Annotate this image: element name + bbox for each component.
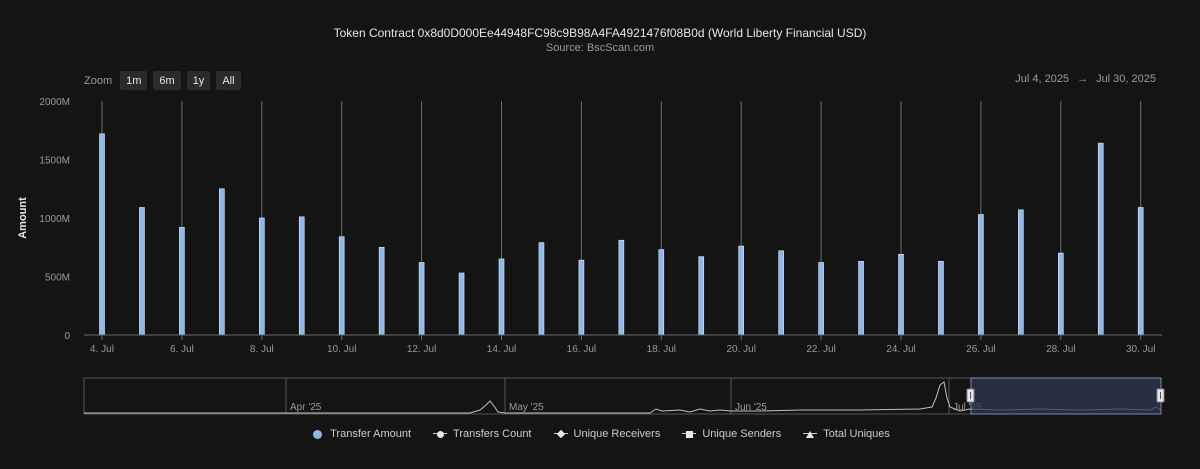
bar[interactable] [578,259,585,336]
legend-label: Unique Senders [702,428,782,440]
navigator-label-may: May '25 [509,402,544,413]
navigator-selected-range[interactable] [970,377,1162,415]
x-tick-label: 20. Jul [726,344,755,355]
x-tick-label: 28. Jul [1046,344,1075,355]
legend-item-unique-senders[interactable]: Unique Senders [682,428,781,440]
x-tick-label: 14. Jul [487,344,516,355]
zoom-bar: Zoom 1m 6m 1y All [84,71,241,90]
line-triangle-marker-icon [803,429,818,439]
navigator-label-jun: Jun '25 [735,402,767,413]
x-tick-label: 24. Jul [886,344,915,355]
legend: Transfer Amount Transfers Count Unique R… [0,428,1200,440]
bar[interactable] [1137,207,1144,336]
bar[interactable] [1058,252,1064,336]
bar[interactable] [978,214,984,336]
y-tick-label: 1000M [39,214,70,225]
legend-label: Transfers Count [453,428,532,440]
bar[interactable] [338,236,345,336]
legend-label: Transfer Amount [330,428,412,440]
x-tick-label: 6. Jul [170,344,194,355]
legend-label: Total Uniques [823,428,890,440]
bar[interactable] [179,227,185,336]
range-from[interactable]: Jul 4, 2025 [1015,73,1070,85]
bar[interactable] [139,207,145,336]
circle-marker-icon [310,429,324,439]
zoom-1y-button[interactable]: 1y [186,71,211,90]
x-tick-label: 10. Jul [327,344,356,355]
legend-label: Unique Receivers [573,428,661,440]
bar[interactable] [618,239,625,336]
x-tick-label: 26. Jul [966,344,995,355]
chart-title: Token Contract 0x8d0D000Ee44948FC98c9B98… [333,26,867,40]
bar[interactable] [458,272,465,336]
bar[interactable] [538,242,545,336]
y-axis-title: Amount [17,197,29,239]
bar[interactable] [738,245,745,336]
x-tick-label: 12. Jul [407,344,436,355]
x-axis-ticks: 4. Jul 6. Jul 8. Jul 10. Jul 12. Jul 14. Jul 1… [90,335,1155,355]
x-tick-label: 4. Jul [90,344,114,355]
bar[interactable] [418,262,425,336]
bar[interactable] [698,256,705,336]
x-tick-label: 16. Jul [567,344,596,355]
bar[interactable] [858,260,864,336]
y-tick-label: 1500M [39,156,70,167]
date-range-display: Jul 4, 2025 → Jul 30, 2025 [1015,73,1156,85]
range-arrow: → [1077,73,1089,85]
y-tick-label: 2000M [39,97,70,108]
line-diamond-marker-icon [553,429,568,439]
zoom-6m-button[interactable]: 6m [153,71,181,90]
zoom-1m-button[interactable]: 1m [120,71,148,90]
bar[interactable] [818,262,824,336]
x-tick-label: 18. Jul [647,344,676,355]
y-axis-ticks: 0 500M 1000M 1500M 2000M [39,97,70,342]
y-tick-label: 500M [45,273,70,284]
zoom-label: Zoom [84,74,113,87]
navigator[interactable]: Apr '25 May '25 Jun '25 Jul '25 [83,377,1165,415]
bar[interactable] [219,188,225,336]
range-to[interactable]: Jul 30, 2025 [1096,73,1156,85]
bar-series [99,133,1144,336]
zoom-all-button[interactable]: All [216,71,241,90]
bar[interactable] [938,260,944,336]
bar[interactable] [1018,209,1024,336]
bar[interactable] [658,249,665,336]
bar[interactable] [378,246,385,336]
bar[interactable] [1097,142,1104,336]
chart-subtitle: Source: BscScan.com [545,42,655,54]
bar[interactable] [258,217,265,336]
bar[interactable] [898,253,904,336]
x-tick-label: 8. Jul [250,344,274,355]
bar-chart: Amount 0 500M 1000M 1500M 2000M 4. Jul 6. Jul… [17,97,1165,415]
x-tick-label: 30. Jul [1126,344,1155,355]
navigator-label-jul: Jul '25 [953,402,982,413]
navigator-label-apr: Apr '25 [290,402,322,413]
bar[interactable] [99,133,105,336]
x-tick-label: 22. Jul [806,344,835,355]
bar[interactable] [298,216,305,336]
bar[interactable] [498,258,505,336]
legend-item-unique-receivers[interactable]: Unique Receivers [553,428,661,440]
legend-item-total-uniques[interactable]: Total Uniques [803,428,890,440]
line-circle-marker-icon [433,429,448,439]
legend-item-transfers-count[interactable]: Transfers Count [433,428,532,440]
legend-item-transfer-amount[interactable]: Transfer Amount [310,428,411,440]
y-tick-label: 0 [64,331,70,342]
line-square-marker-icon [682,429,697,439]
bar[interactable] [778,250,784,336]
